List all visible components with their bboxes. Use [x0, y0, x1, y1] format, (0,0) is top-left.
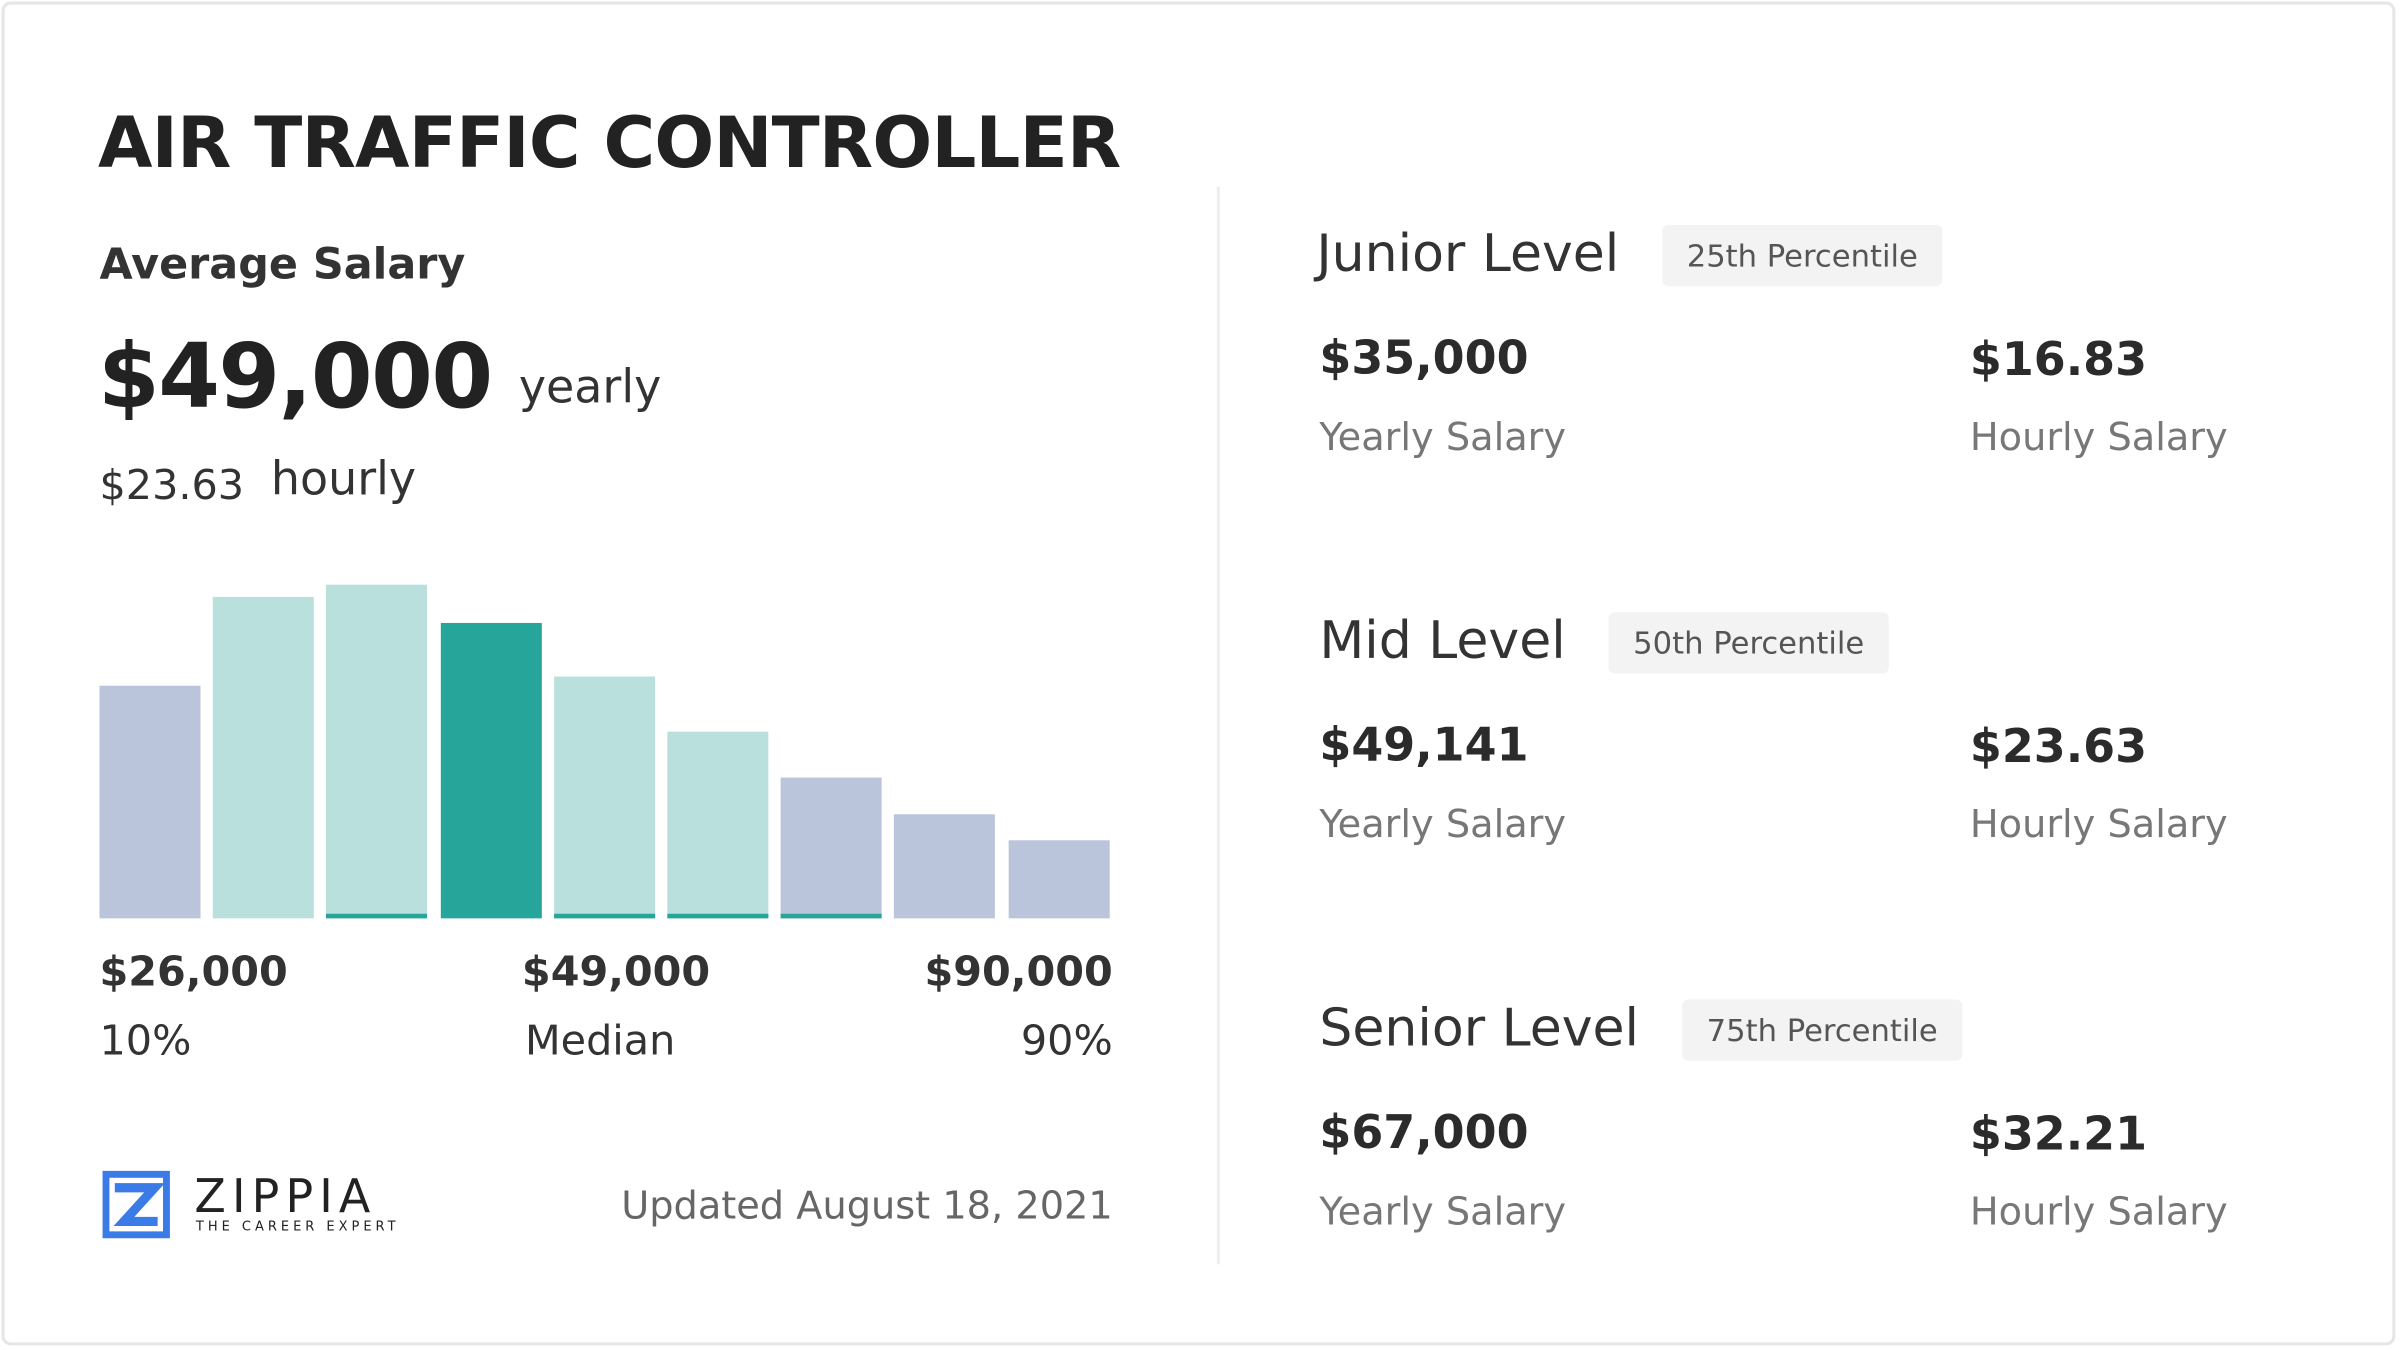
percentile-badge: 75th Percentile — [1682, 999, 1963, 1061]
histogram-bar — [554, 676, 656, 919]
level-yearly-label: Yearly Salary — [1319, 414, 1567, 460]
zippia-logo-icon — [101, 1170, 171, 1240]
hourly-label: hourly — [270, 453, 417, 507]
histogram-bar-marker — [326, 913, 428, 919]
histogram-bar — [212, 596, 314, 919]
high-percentile-label: 90% — [1020, 1017, 1113, 1066]
level-name: Mid Level — [1319, 610, 1566, 672]
column-divider — [1216, 186, 1220, 1265]
low-salary-value: $26,000 — [99, 948, 288, 997]
level-hourly-label: Hourly Salary — [1969, 1189, 2228, 1234]
histogram-bar — [780, 777, 882, 919]
level-yearly-label: Yearly Salary — [1319, 1189, 1567, 1234]
histogram-bar-marker — [780, 913, 882, 919]
histogram-bar-marker — [667, 913, 769, 919]
level-yearly-value: $49,141 — [1319, 719, 1529, 773]
level-hourly-value: $16.83 — [1969, 333, 2148, 388]
high-salary-value: $90,000 — [924, 948, 1113, 997]
level-hourly-label: Hourly Salary — [1969, 802, 2228, 847]
level-yearly-value: $35,000 — [1319, 332, 1529, 386]
histogram-bar — [99, 685, 201, 919]
level-hourly-label: Hourly Salary — [1969, 414, 2228, 460]
median-salary-value: $49,000 — [521, 948, 711, 997]
job-title: AIR TRAFFIC CONTROLLER — [97, 101, 1121, 184]
updated-date: Updated August 18, 2021 — [621, 1183, 1113, 1228]
average-salary-label: Average Salary — [99, 238, 466, 290]
histogram-bar — [1008, 840, 1110, 919]
histogram-bar — [440, 622, 542, 919]
median-label: Median — [524, 1017, 676, 1066]
histogram-bar-marker — [554, 913, 656, 919]
histogram-bar — [667, 731, 769, 919]
logo-tagline: THE CAREER EXPERT — [195, 1219, 400, 1236]
percentile-badge: 50th Percentile — [1608, 612, 1889, 674]
level-yearly-value: $67,000 — [1319, 1106, 1529, 1161]
yearly-label: yearly — [518, 361, 662, 415]
level-name: Senior Level — [1319, 997, 1640, 1060]
average-yearly-value: $49,000 — [97, 324, 493, 429]
percentile-badge: 25th Percentile — [1662, 224, 1943, 287]
level-yearly-label: Yearly Salary — [1319, 802, 1567, 847]
logo-wordmark: ZIPPIA — [194, 1170, 377, 1225]
level-hourly-value: $23.63 — [1969, 720, 2148, 775]
average-hourly-value: $23.63 — [99, 462, 245, 510]
level-hourly-value: $32.21 — [1969, 1108, 2148, 1162]
low-percentile-label: 10% — [99, 1017, 192, 1066]
level-name: Junior Level — [1316, 223, 1620, 285]
histogram-bar — [893, 814, 995, 919]
histogram-bar — [326, 584, 428, 919]
zippia-logo[interactable]: ZIPPIA THE CAREER EXPERT — [101, 1170, 396, 1244]
